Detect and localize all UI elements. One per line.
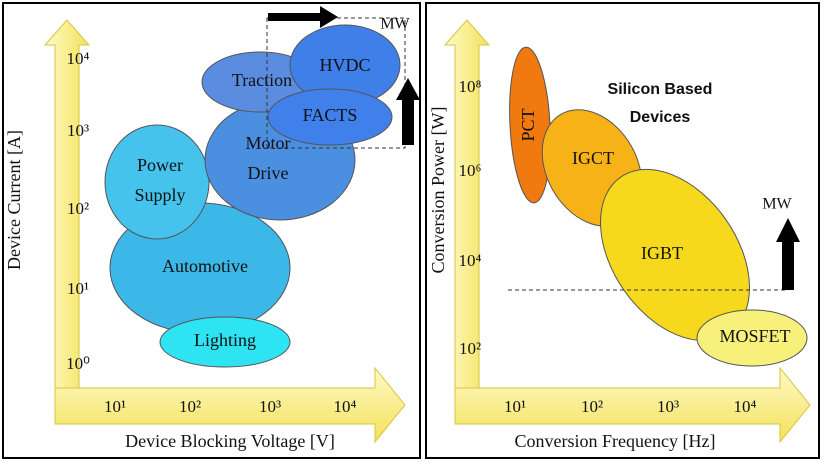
y-axis-label: Device Current [A] [4,130,24,270]
up-arrow [776,218,800,290]
dashed-box [266,17,406,149]
y-tick-label: 10³ [67,121,89,140]
x-tick-label: 10⁴ [734,397,757,416]
y-axis-arrow [43,19,91,391]
right-arrow [268,6,338,28]
annotation: Devices [630,109,691,126]
region-label: Power Supply [134,155,185,205]
x-tick-label: 10³ [259,397,281,416]
panel-border [2,2,421,459]
annotation: MW [380,16,410,33]
region [696,309,808,367]
x-tick-label: 10² [581,397,603,416]
label-line: Supply [134,185,185,205]
region-label: FACTS [303,105,358,125]
x-axis-arrow [54,366,406,444]
region [104,124,210,240]
x-axis-label: Conversion Frequency [Hz] [515,431,716,451]
x-tick-label: 10⁴ [334,397,357,416]
label-line: Drive [248,163,289,183]
y-axis-arrow [443,19,491,391]
region [159,316,291,368]
annotation: Silicon Based [608,81,713,98]
y-tick-label: 10² [459,339,481,358]
region-label: Traction [232,70,292,90]
region [267,88,393,146]
x-axis-arrow [454,366,811,444]
region-label: IGCT [572,148,614,168]
x-axis-label: Device Blocking Voltage [V] [125,431,335,451]
y-tick-label: 10² [67,199,89,218]
x-tick-label: 10² [179,397,201,416]
y-tick-label: 10¹ [67,279,89,298]
y-axis-label: Conversion Power [W] [428,107,448,274]
region-label: IGBT [641,243,683,263]
up-arrow [396,78,420,145]
y-tick-label: 10⁰ [66,354,90,373]
region-label: HVDC [319,55,370,75]
x-tick-label: 10³ [657,397,679,416]
x-tick-label: 10¹ [504,397,526,416]
label-line: Motor [246,133,291,153]
region-label: Automotive [162,256,248,276]
y-tick-label: 10⁸ [459,77,482,96]
region-label: Lighting [194,330,256,350]
region-label: PCT [518,108,538,141]
y-tick-label: 10⁶ [459,161,482,180]
annotation: MW [762,196,792,213]
label-line: Power [137,155,183,175]
panel-border [425,2,820,459]
y-tick-label: 10⁴ [459,251,482,270]
x-tick-label: 10¹ [104,397,126,416]
region-label: MOSFET [719,326,790,346]
y-tick-label: 10⁴ [67,49,90,68]
